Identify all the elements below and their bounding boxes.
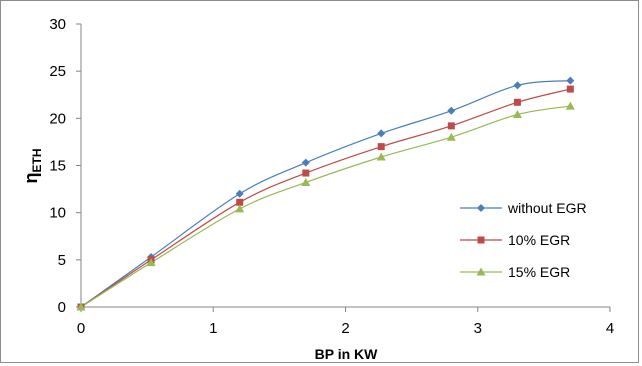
data-point-triangle [376,152,386,161]
y-axis-label-sub: ETH [30,149,44,173]
x-tick-label: 1 [209,320,217,337]
legend-marker-triangle [476,267,486,276]
series-line [80,80,571,308]
series-lines [80,80,571,308]
data-point-triangle [146,258,156,267]
data-point-square [236,198,244,206]
tick-labels: 0 5 10 15 20 25 30 0 1 2 3 4 [49,16,614,337]
y-tick-label: 5 [58,252,66,269]
data-point-diamond [377,129,386,138]
data-point-triangle [512,110,522,119]
y-tick-label: 0 [58,299,66,316]
legend-label: 15% EGR [508,264,570,280]
x-axis-label: BP in KW [315,346,379,362]
data-point-square [447,122,455,130]
x-tick-label: 4 [606,320,614,337]
series-line [80,88,571,308]
x-tick-label: 3 [474,320,482,337]
y-tick-label: 20 [49,110,66,127]
legend-marker-square [477,236,485,244]
y-tick-label: 25 [49,63,66,80]
y-tick-label: 15 [49,158,66,175]
y-axis-label-main: η [21,173,41,184]
data-point-triangle [301,177,311,186]
data-point-square [302,169,310,177]
data-point-square [566,85,574,93]
x-tick-label: 2 [341,320,349,337]
data-point-square [513,98,521,106]
data-point-triangle [446,132,456,141]
data-point-triangle [235,204,245,213]
data-point-triangle [76,302,86,311]
y-tick-label: 30 [49,16,66,33]
data-point-square [377,143,385,151]
data-point-diamond [301,158,310,167]
data-point-diamond [566,76,575,85]
legend-label: 10% EGR [508,232,570,248]
series-line [80,105,571,308]
legend: without EGR 10% EGR 15% EGR [460,200,587,280]
legend-marker-diamond [477,204,485,212]
y-tick-label: 10 [49,205,66,222]
legend-label: without EGR [507,200,587,216]
data-point-diamond [513,81,522,90]
data-point-triangle [565,101,575,110]
data-point-diamond [447,106,456,115]
y-axis-label: ηETH [21,149,44,184]
series-markers [76,76,575,311]
x-tick-label: 0 [77,320,85,337]
data-point-diamond [235,189,244,198]
